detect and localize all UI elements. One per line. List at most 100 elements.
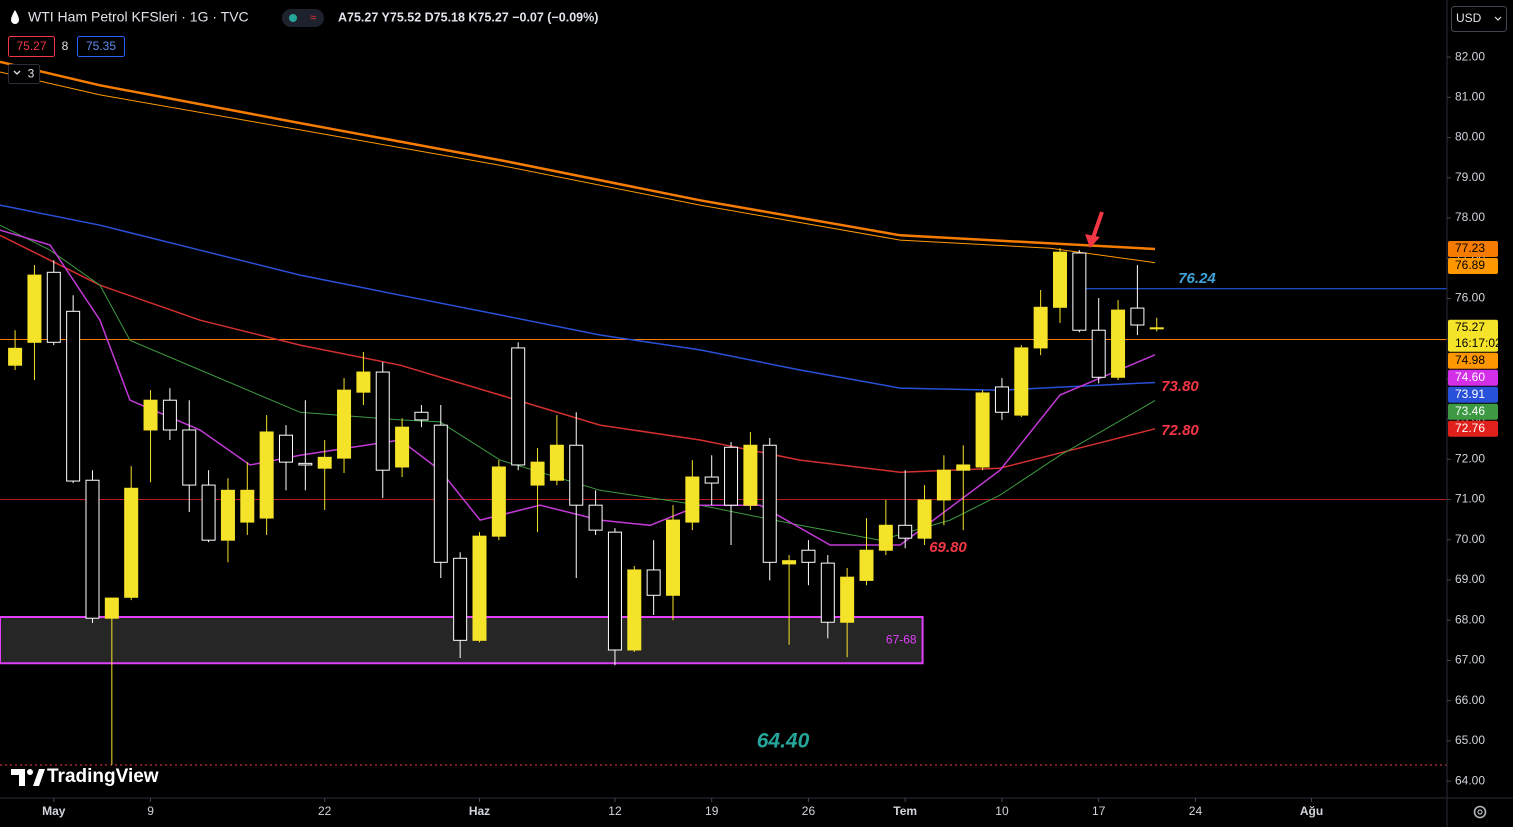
price-badge (1448, 257, 1498, 274)
market-status (289, 14, 297, 22)
y-tick-label: 67.00 (1455, 653, 1485, 667)
candle-body (124, 487, 139, 598)
price-badge-label: 73.46 (1455, 404, 1485, 418)
x-tick-label: May (42, 804, 66, 818)
candle-body (898, 524, 913, 539)
candle-body (162, 399, 177, 431)
candle-body (665, 519, 680, 596)
y-tick-label: 80.00 (1455, 130, 1485, 144)
buy-button[interactable] (77, 36, 125, 57)
candle-body (588, 504, 603, 531)
candle-body (240, 489, 255, 523)
x-tick-label: 10 (995, 804, 1009, 818)
price-annotation: 72.80 (1161, 422, 1199, 439)
candle-body (46, 271, 61, 343)
candle-body (1014, 347, 1029, 416)
price-annotation: 76.24 (1178, 270, 1216, 287)
candle-body (762, 444, 777, 563)
candle-body (1130, 307, 1145, 326)
candle-body (801, 549, 816, 563)
candle-body (298, 462, 313, 466)
candle-body (337, 389, 352, 459)
price-badge (1448, 319, 1498, 352)
price-badge-label: 75.27 (1455, 320, 1485, 334)
candle-body (472, 535, 487, 641)
moving-average-line (0, 60, 1156, 251)
candle-body (182, 429, 197, 486)
y-tick-label: 66.00 (1455, 693, 1485, 707)
zone-label: 67-68 (886, 632, 917, 646)
currency-label: USD (1456, 11, 1482, 25)
sell-button[interactable] (8, 36, 55, 57)
plot-area: 67-68 76.24 73.80 72.80 69.80 64.40 (0, 60, 1447, 766)
candle-body (143, 399, 158, 431)
status-pill[interactable] (282, 9, 324, 27)
settings-icon[interactable] (1473, 805, 1487, 819)
candle-body (840, 576, 855, 623)
y-tick-label: 65.00 (1455, 733, 1485, 747)
ohlc-values: A75.27 Y75.52 D75.18 K75.27 −0.07 (−0.09… (338, 10, 598, 24)
candle-body (569, 444, 584, 506)
x-tick-label: 26 (802, 804, 816, 818)
candle-body (704, 476, 719, 484)
candle-body (646, 569, 661, 596)
candle-body (782, 560, 797, 565)
currency-select[interactable] (1451, 6, 1507, 32)
y-tick-label: 68.00 (1455, 612, 1485, 626)
sell-price: 75.27 (16, 39, 46, 53)
price-badge-time: 16:17:02 (1455, 336, 1502, 350)
x-tick-label: Tem (893, 804, 917, 818)
y-tick-label: 72.00 (1455, 452, 1485, 466)
candle-body (627, 569, 642, 651)
candle-body (66, 310, 81, 482)
candle-body (936, 469, 951, 501)
price-badge (1448, 386, 1498, 403)
x-tick-label: Haz (469, 804, 490, 818)
y-tick-label: 76.00 (1455, 291, 1485, 305)
candle-body (975, 392, 990, 468)
candle-body (356, 371, 371, 393)
x-tick-label: 12 (608, 804, 622, 818)
price-badge-label: 73.91 (1455, 387, 1485, 401)
candle-body (956, 464, 971, 471)
y-tick-label: 71.00 (1455, 492, 1485, 506)
candle-body (1072, 252, 1087, 331)
candle-body (433, 424, 448, 563)
candle-body (549, 444, 564, 481)
price-badge-label: 74.98 (1455, 353, 1485, 367)
candle-body (994, 386, 1009, 413)
candle-body (220, 489, 235, 541)
indicators-toggle[interactable] (8, 64, 40, 84)
candle-body (685, 476, 700, 523)
price-badge-label: 76.89 (1455, 258, 1485, 272)
candle-body (375, 371, 390, 471)
chevron (1494, 16, 1502, 21)
candle-body (820, 562, 835, 623)
candle-body (530, 461, 545, 486)
x-tick-label: 19 (705, 804, 719, 818)
price-badge-label: 74.60 (1455, 370, 1485, 384)
price-badge (1448, 403, 1498, 420)
y-tick-label: 70.00 (1455, 532, 1485, 546)
arrow-annotation (1085, 211, 1104, 248)
candle-body (453, 557, 468, 641)
candle-body (395, 426, 410, 468)
candle-body (1033, 306, 1048, 349)
x-tick-label: 17 (1092, 804, 1106, 818)
candle-body (607, 531, 622, 651)
chevron (13, 70, 21, 75)
candle-body (511, 347, 526, 466)
moving-average-line (0, 71, 1156, 264)
spread: 8 (62, 39, 69, 53)
logo (11, 769, 45, 786)
moving-average-line (0, 204, 1156, 391)
price-badge (1448, 369, 1498, 386)
y-tick-label: 64.00 (1455, 773, 1485, 787)
candle-body (317, 456, 332, 469)
price-annotation: 64.40 (757, 730, 810, 753)
y-tick-label: 79.00 (1455, 170, 1485, 184)
symbol-title[interactable]: WTI Ham Petrol KFSleri · 1G · TVC (28, 9, 249, 25)
candle-body (491, 466, 506, 537)
